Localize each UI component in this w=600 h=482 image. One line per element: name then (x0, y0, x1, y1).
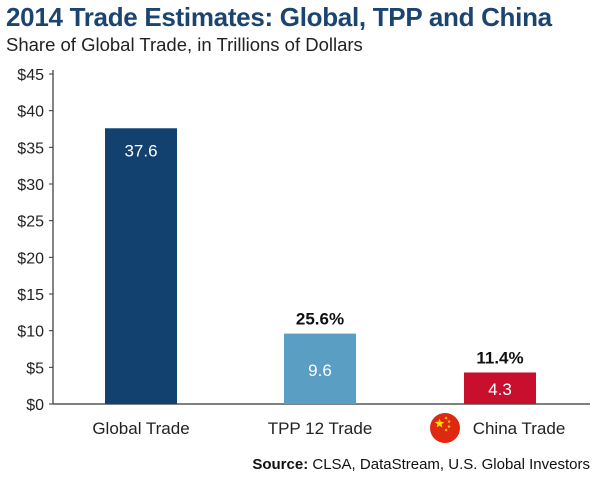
source-text: CLSA, DataStream, U.S. Global Investors (312, 456, 590, 473)
y-tick-label: $40 (17, 104, 44, 121)
y-tick-label: $25 (17, 214, 44, 231)
flag-star (447, 424, 451, 428)
bar-value-label: 37.6 (124, 141, 157, 160)
y-tick-label: $5 (26, 360, 44, 377)
y-tick-label: $15 (17, 287, 44, 304)
x-category-label: China Trade (473, 419, 566, 438)
y-tick-label: $45 (17, 67, 44, 84)
bar (105, 128, 177, 404)
y-tick-label: $30 (17, 177, 44, 194)
bar-value-label: 4.3 (488, 380, 512, 399)
source-line: Source: CLSA, DataStream, U.S. Global In… (252, 456, 590, 473)
flag-star (444, 416, 448, 420)
china-flag-icon (430, 413, 460, 443)
bar-value-label: 9.6 (308, 361, 332, 380)
bar-share-label: 11.4% (476, 348, 523, 367)
flag-star (447, 419, 451, 424)
y-tick-label: $35 (17, 140, 44, 157)
x-category-label: TPP 12 Trade (268, 419, 373, 438)
source-label: Source: (252, 456, 309, 473)
bar-share-label: 25.6% (296, 310, 344, 329)
bar (464, 372, 536, 404)
x-category-label: Global Trade (92, 419, 189, 438)
y-tick-label: $0 (26, 397, 44, 414)
flag-star (434, 418, 445, 428)
y-tick-label: $10 (17, 324, 44, 341)
flag-star (444, 428, 448, 432)
y-tick-label: $20 (17, 250, 44, 267)
chart-subtitle: Share of Global Trade, in Trillions of D… (6, 34, 363, 55)
bar (284, 333, 356, 404)
chart-title: 2014 Trade Estimates: Global, TPP and Ch… (6, 2, 552, 32)
